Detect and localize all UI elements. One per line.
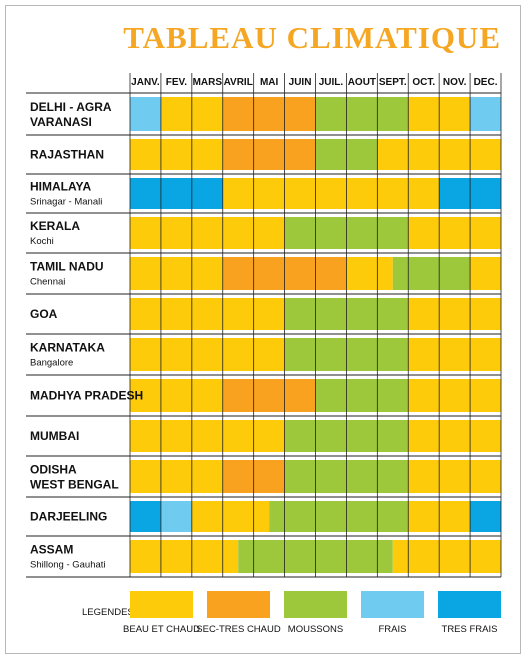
- legend-label: MOUSSONS: [288, 624, 343, 635]
- climate-bar-frais: [160, 501, 192, 532]
- climate-bar-beau: [130, 217, 285, 249]
- region-name: RAJASTHAN: [30, 148, 104, 162]
- climate-bar-beau: [130, 540, 239, 573]
- region-name: WEST BENGAL: [30, 478, 119, 492]
- legend-swatch-chaud: [207, 591, 270, 618]
- region-subtitle: Chennai: [30, 277, 65, 288]
- climate-bar-beau: [191, 501, 270, 532]
- region-subtitle: Shillong - Gauhati: [30, 560, 106, 571]
- region-name: GOA: [30, 307, 58, 321]
- climate-bar-tresfrais: [130, 178, 223, 209]
- month-label: MARS: [193, 77, 223, 88]
- month-label: AOUT: [348, 77, 376, 88]
- climate-bar-tresfrais: [130, 501, 161, 532]
- climate-bar-beau: [130, 420, 285, 452]
- region-name: DELHI - AGRA: [30, 100, 112, 114]
- chart-title: TABLEAU CLIMATIQUE: [123, 20, 501, 55]
- climate-bar-beau: [408, 420, 501, 452]
- region-name: MADHYA PRADESH: [30, 389, 143, 403]
- climate-bar-mousson: [269, 501, 409, 532]
- legend-label: FRAIS: [379, 624, 407, 635]
- region-subtitle: Kochi: [30, 236, 54, 247]
- month-label: AVRIL: [224, 77, 253, 88]
- region-subtitle: Srinagar - Manali: [30, 197, 102, 208]
- climate-bar-frais: [470, 97, 501, 131]
- legend-label: BEAU ET CHAUD: [123, 624, 200, 635]
- climate-bar-beau: [346, 257, 393, 290]
- climate-bar-beau: [408, 460, 501, 493]
- climate-bar-mousson: [315, 379, 409, 412]
- month-label: OCT.: [412, 77, 435, 88]
- climate-bar-mousson: [315, 97, 409, 131]
- climate-bar-beau: [130, 379, 223, 412]
- climate-bar-tresfrais: [470, 501, 501, 532]
- region-name: KARNATAKA: [30, 341, 105, 355]
- legend-swatch-beau: [130, 591, 193, 618]
- chart-frame: [5, 5, 521, 654]
- legend-label: TRES FRAIS: [442, 624, 498, 635]
- month-label: DEC.: [474, 77, 498, 88]
- month-label: SEPT.: [379, 77, 407, 88]
- region-name: ASSAM: [30, 543, 73, 557]
- region-name: ODISHA: [30, 463, 77, 477]
- climate-bar-beau: [470, 257, 501, 290]
- month-label: JUIN: [289, 77, 312, 88]
- climate-bar-beau: [130, 460, 223, 493]
- region-name: TAMIL NADU: [30, 260, 104, 274]
- legend-swatch-mousson: [284, 591, 347, 618]
- climate-bar-mousson: [392, 257, 471, 290]
- legend-swatch-tresfrais: [438, 591, 501, 618]
- legend-label: SEC-TRES CHAUD: [196, 624, 281, 635]
- month-label: FEV.: [166, 77, 188, 88]
- climate-bar-beau: [130, 257, 223, 290]
- region-name: HIMALAYA: [30, 180, 91, 194]
- region-name: DARJEELING: [30, 510, 107, 524]
- climate-bar-beau: [130, 298, 285, 330]
- climate-bar-frais: [130, 97, 161, 131]
- climate-bar-beau: [222, 178, 440, 209]
- climate-bar-chaud: [222, 97, 316, 131]
- climate-bar-beau: [392, 540, 501, 573]
- month-label: NOV.: [443, 77, 467, 88]
- region-name: MUMBAI: [30, 429, 79, 443]
- month-label: JUIL.: [319, 77, 344, 88]
- climate-bar-beau: [408, 338, 501, 371]
- region-name: KERALA: [30, 219, 80, 233]
- climate-bar-beau: [408, 298, 501, 330]
- month-label: JANV.: [131, 77, 160, 88]
- legend-title: LEGENDES: [82, 607, 134, 618]
- climate-bar-chaud: [222, 139, 316, 170]
- climate-bar-beau: [130, 139, 223, 170]
- region-name: VARANASI: [30, 115, 92, 129]
- climate-bar-beau: [408, 217, 501, 249]
- month-label: MAI: [260, 77, 279, 88]
- legend-swatch-frais: [361, 591, 424, 618]
- climate-bar-chaud: [222, 379, 316, 412]
- climate-bar-beau: [130, 338, 285, 371]
- region-subtitle: Bangalore: [30, 358, 73, 369]
- climate-bar-beau: [408, 379, 501, 412]
